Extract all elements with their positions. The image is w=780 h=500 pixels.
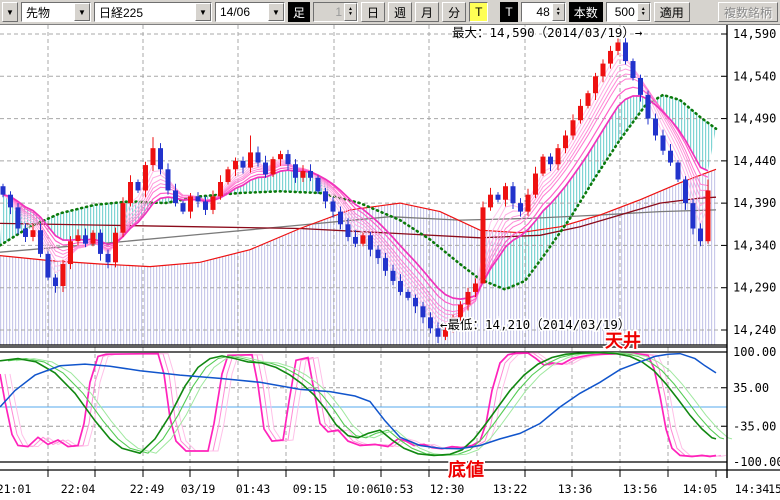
multi-symbol-button[interactable]: 複数銘柄 [717, 2, 778, 22]
interval-value: 1 [335, 5, 343, 19]
tick-count-label: T [500, 2, 518, 22]
bar-type-label: 足 [288, 2, 311, 22]
gray_ma [0, 209, 717, 253]
rci-mid-green-echo [7, 352, 725, 456]
contract-month-value: 14/06 [220, 5, 251, 19]
price-axis-label: 14,540 [733, 69, 776, 83]
chevron-down-icon[interactable]: ▼ [195, 3, 211, 21]
spinner-button[interactable]: ▲ ▼ [344, 3, 358, 21]
axes: 14,590 14,540 14,490 14,440 14,390 14,340 14,2… [0, 25, 780, 496]
price-axis-label: 14,290 [733, 281, 776, 295]
ribbon-line [2, 63, 709, 323]
min-price-annotation: ←最低：14,210（2014/03/19） [440, 317, 630, 332]
maroon_ma [0, 196, 717, 239]
annotations: 最大：14,590（2014/03/19）→ ←最低：14,210（2014/03… [439, 25, 645, 482]
price-axis-label: 14,340 [733, 238, 776, 252]
period-minute-button[interactable]: 分 [442, 2, 467, 22]
osc-axis-label: 35.00 [733, 381, 769, 395]
time-axis-label: 13:56 [623, 482, 658, 496]
rci-long-blue [0, 352, 717, 450]
osc-axis-label: -35.00 [733, 419, 776, 433]
chart-canvas[interactable]: 14,590 14,540 14,490 14,440 14,390 14,340 14,2… [0, 25, 780, 500]
moving-average-lines [0, 93, 718, 291]
price-axis-label: 14,590 [733, 27, 776, 41]
bar-count-value: 500 [614, 5, 635, 19]
period-week-button[interactable]: 週 [388, 2, 413, 22]
rci-short-pink-echo [9, 352, 727, 458]
time-axis-label: 01:43 [236, 482, 271, 496]
apply-button[interactable]: 適用 [653, 2, 690, 22]
time-axis-label: 21:01 [0, 482, 31, 496]
instrument-type-value: 先物 [26, 5, 51, 20]
price-axis-label: 14,240 [733, 323, 776, 337]
tick-count-spinner[interactable]: 48 ▲ ▼ [520, 2, 566, 22]
combo-dropdown-arrow-button[interactable]: ▼ [2, 2, 18, 22]
band-fill-areas [0, 94, 716, 345]
time-axis-label: 10:53 [379, 482, 414, 496]
candlestick-series [0, 34, 711, 343]
spinner-button[interactable]: ▲ ▼ [636, 3, 650, 21]
ribbon-line [2, 68, 709, 319]
ichimoku-cloud-area [0, 94, 716, 300]
lavender-band-area [0, 169, 716, 345]
interval-spinner: 1 ▲ ▼ [313, 2, 359, 22]
rci-mid-green [0, 351, 717, 457]
bar-count-label: 本数 [568, 2, 603, 22]
spinner-button[interactable]: ▲ ▼ [551, 3, 565, 21]
time-axis-label: 03/19 [181, 482, 216, 496]
symbol-combo[interactable]: 日経225 ▼ [94, 2, 212, 22]
time-axis-label: 09:15 [293, 482, 328, 496]
price-axis-label: 14,390 [733, 196, 776, 210]
time-axis-label: 10:06 [346, 482, 381, 496]
oscillator-panel [0, 351, 733, 463]
time-axis-label: 13:22 [493, 482, 528, 496]
time-axis-label: 12:30 [430, 482, 465, 496]
period-tick-button[interactable]: T [469, 2, 489, 22]
time-axis-label: 14:05 [683, 482, 718, 496]
period-month-button[interactable]: 月 [415, 2, 440, 22]
ceiling-annotation: 天井 [605, 330, 641, 351]
time-axis-label: 14:34 [735, 482, 770, 496]
chevron-down-icon[interactable]: ▼ [268, 3, 284, 21]
osc-axis-label: -100.00 [733, 455, 780, 469]
green-dotted-ma [0, 93, 718, 291]
chart-toolbar: ▼ 先物 ▼ 日経225 ▼ 14/06 ▼ 足 1 ▲ ▼ 日 週 月 分 T … [0, 0, 780, 25]
rci-short-pink [0, 352, 717, 458]
contract-month-combo[interactable]: 14/06 ▼ [215, 2, 285, 22]
price-axis-label: 14,490 [733, 112, 776, 126]
time-axis-label: 13:36 [558, 482, 593, 496]
time-axis-label: 22:49 [130, 482, 165, 496]
price-axis-label: 14,440 [733, 154, 776, 168]
time-axis-label: 15 [768, 482, 780, 496]
symbol-value: 日経225 [99, 5, 144, 20]
time-axis-label: 22:04 [61, 482, 96, 496]
tick-count-value: 48 [536, 5, 550, 19]
rci-mid-green-echo [15, 352, 733, 456]
bar-count-spinner[interactable]: 500 ▲ ▼ [605, 2, 651, 22]
osc-axis-label: 100.00 [733, 345, 776, 359]
max-price-annotation: 最大：14,590（2014/03/19）→ [452, 25, 643, 40]
bottom-annotation: 底値 [448, 459, 484, 480]
ribbon-line [2, 95, 709, 300]
period-day-button[interactable]: 日 [361, 2, 386, 22]
chevron-down-icon[interactable]: ▼ [74, 3, 90, 21]
red_ma [0, 168, 717, 268]
ribbon-line [2, 59, 709, 327]
instrument-type-combo[interactable]: 先物 ▼ [21, 2, 91, 22]
